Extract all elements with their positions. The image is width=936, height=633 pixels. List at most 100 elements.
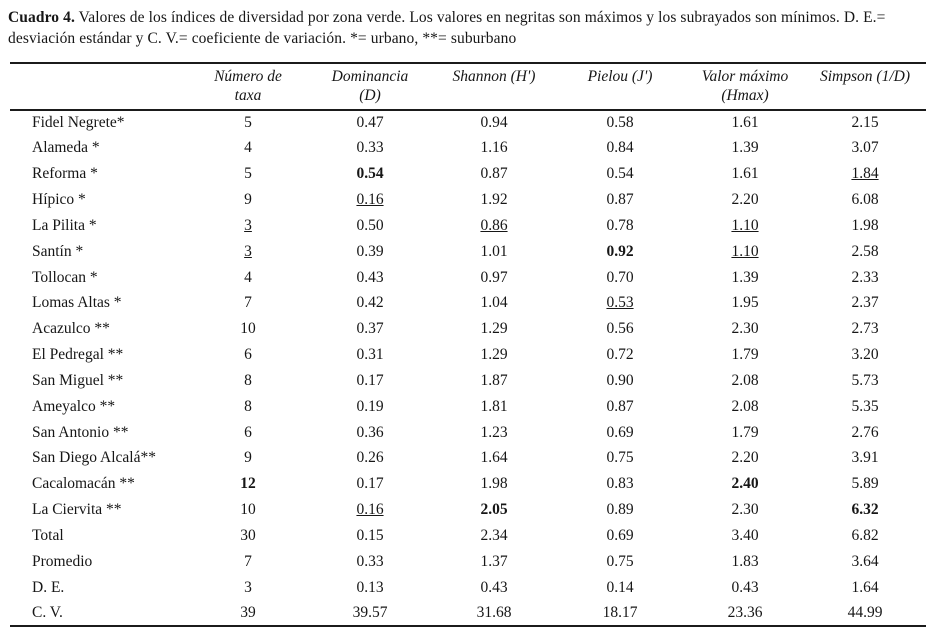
value-cell: 0.26 xyxy=(356,449,384,467)
value-cell: 1.61 xyxy=(731,165,759,183)
value-cell: 0.47 xyxy=(356,113,384,131)
value-cell: 39.57 xyxy=(352,604,388,622)
table-row: El Pedregal ** 6 0.31 1.29 0.72 1.79 3.20 xyxy=(10,342,926,368)
value-cell: 0.75 xyxy=(606,552,634,570)
value-cell: 3.64 xyxy=(851,552,879,570)
value-cell: 6 xyxy=(244,346,252,364)
value-cell: 0.72 xyxy=(606,346,634,364)
row-label: D. E. xyxy=(32,578,65,596)
table-row: Total 30 0.15 2.34 0.69 3.40 6.82 xyxy=(10,523,926,549)
value-cell: 3.20 xyxy=(851,346,879,364)
value-cell: 0.89 xyxy=(606,501,634,519)
table-row: Promedio 7 0.33 1.37 0.75 1.83 3.64 xyxy=(10,549,926,575)
value-cell: 0.87 xyxy=(480,165,508,183)
value-cell: 1.23 xyxy=(480,423,508,441)
value-cell: 2.30 xyxy=(731,320,759,338)
value-cell: 0.33 xyxy=(356,139,384,157)
value-cell: 1.79 xyxy=(731,423,759,441)
row-label: Reforma * xyxy=(32,165,98,183)
value-cell: 1.92 xyxy=(480,191,508,209)
value-cell: 1.39 xyxy=(731,139,759,157)
value-cell: 4 xyxy=(244,268,252,286)
value-cell: 2.34 xyxy=(480,526,508,544)
row-label: Cacalomacán ** xyxy=(32,475,135,493)
row-label: La Ciervita ** xyxy=(32,501,122,519)
value-cell: 0.36 xyxy=(356,423,384,441)
value-cell: 1.64 xyxy=(851,578,879,596)
value-cell: 0.86 xyxy=(480,216,508,234)
value-cell: 9 xyxy=(244,449,252,467)
value-cell: 2.40 xyxy=(731,475,759,493)
table-header: Número de taxa Dominancia (D) Shannon (H') Pi… xyxy=(10,63,926,110)
value-cell: 8 xyxy=(244,397,252,415)
value-cell: 1.95 xyxy=(731,294,759,312)
row-label: Alameda * xyxy=(32,139,100,157)
value-cell: 0.37 xyxy=(356,320,384,338)
value-cell: 0.19 xyxy=(356,397,384,415)
table-row: San Antonio ** 6 0.36 1.23 0.69 1.79 2.76 xyxy=(10,420,926,446)
value-cell: 5.89 xyxy=(851,475,879,493)
value-cell: 12 xyxy=(240,475,256,493)
row-label: Fidel Negrete* xyxy=(32,113,125,131)
value-cell: 3.07 xyxy=(851,139,879,157)
value-cell: 0.78 xyxy=(606,216,634,234)
value-cell: 2.33 xyxy=(851,268,879,286)
value-cell: 0.69 xyxy=(606,526,634,544)
value-cell: 0.54 xyxy=(356,165,384,183)
value-cell: 0.16 xyxy=(356,501,384,519)
table-row: Hípico * 9 0.16 1.92 0.87 2.20 6.08 xyxy=(10,187,926,213)
caption-text: Valores de los índices de diversidad por… xyxy=(8,9,886,48)
value-cell: 18.17 xyxy=(602,604,638,622)
value-cell: 5 xyxy=(244,165,252,183)
value-cell: 2.05 xyxy=(480,501,508,519)
table-row: D. E. 3 0.13 0.43 0.14 0.43 1.64 xyxy=(10,575,926,601)
caption-label: Cuadro 4. xyxy=(8,9,75,26)
value-cell: 0.87 xyxy=(606,191,634,209)
row-label: Acazulco ** xyxy=(32,320,110,338)
value-cell: 1.10 xyxy=(731,216,759,234)
value-cell: 1.98 xyxy=(851,216,879,234)
table-row: La Ciervita ** 10 0.16 2.05 0.89 2.30 6.32 xyxy=(10,497,926,523)
value-cell: 0.87 xyxy=(606,397,634,415)
value-cell: 1.61 xyxy=(731,113,759,131)
value-cell: 0.15 xyxy=(356,526,384,544)
value-cell: 0.50 xyxy=(356,216,384,234)
value-cell: 0.13 xyxy=(356,578,384,596)
row-label: Promedio xyxy=(32,552,93,570)
row-label: C. V. xyxy=(32,604,63,622)
value-cell: 0.16 xyxy=(356,191,384,209)
value-cell: 1.37 xyxy=(480,552,508,570)
value-cell: 7 xyxy=(244,294,252,312)
value-cell: 2.58 xyxy=(851,242,879,260)
value-cell: 0.83 xyxy=(606,475,634,493)
value-cell: 5.73 xyxy=(851,371,879,389)
value-cell: 1.10 xyxy=(731,242,759,260)
value-cell: 23.36 xyxy=(727,604,763,622)
value-cell: 1.84 xyxy=(851,165,879,183)
table-caption: Cuadro 4. Valores de los índices de dive… xyxy=(8,7,926,50)
table-header-row: Número de taxa Dominancia (D) Shannon (H') Pi… xyxy=(10,63,926,110)
row-label: Santín * xyxy=(32,242,84,260)
column-header: Valor máximo (Hmax) xyxy=(701,67,789,104)
table-row: Ameyalco ** 8 0.19 1.81 0.87 2.08 5.35 xyxy=(10,394,926,420)
column-header-empty xyxy=(10,63,190,110)
value-cell: 3.40 xyxy=(731,526,759,544)
value-cell: 6.82 xyxy=(851,526,879,544)
row-label: Total xyxy=(32,526,64,544)
value-cell: 2.15 xyxy=(851,113,879,131)
value-cell: 2.76 xyxy=(851,423,879,441)
value-cell: 0.70 xyxy=(606,268,634,286)
value-cell: 0.39 xyxy=(356,242,384,260)
table-row: Acazulco ** 10 0.37 1.29 0.56 2.30 2.73 xyxy=(10,316,926,342)
row-label: Tollocan * xyxy=(32,268,98,286)
value-cell: 30 xyxy=(240,526,256,544)
value-cell: 0.43 xyxy=(356,268,384,286)
table-row: Alameda * 4 0.33 1.16 0.84 1.39 3.07 xyxy=(10,135,926,161)
column-header: Simpson (1/D) xyxy=(820,67,910,85)
column-header: Pielou (J') xyxy=(587,67,653,85)
row-label: Lomas Altas * xyxy=(32,294,122,312)
value-cell: 44.99 xyxy=(847,604,883,622)
row-label: San Miguel ** xyxy=(32,371,124,389)
row-label: San Diego Alcalá** xyxy=(32,449,156,467)
